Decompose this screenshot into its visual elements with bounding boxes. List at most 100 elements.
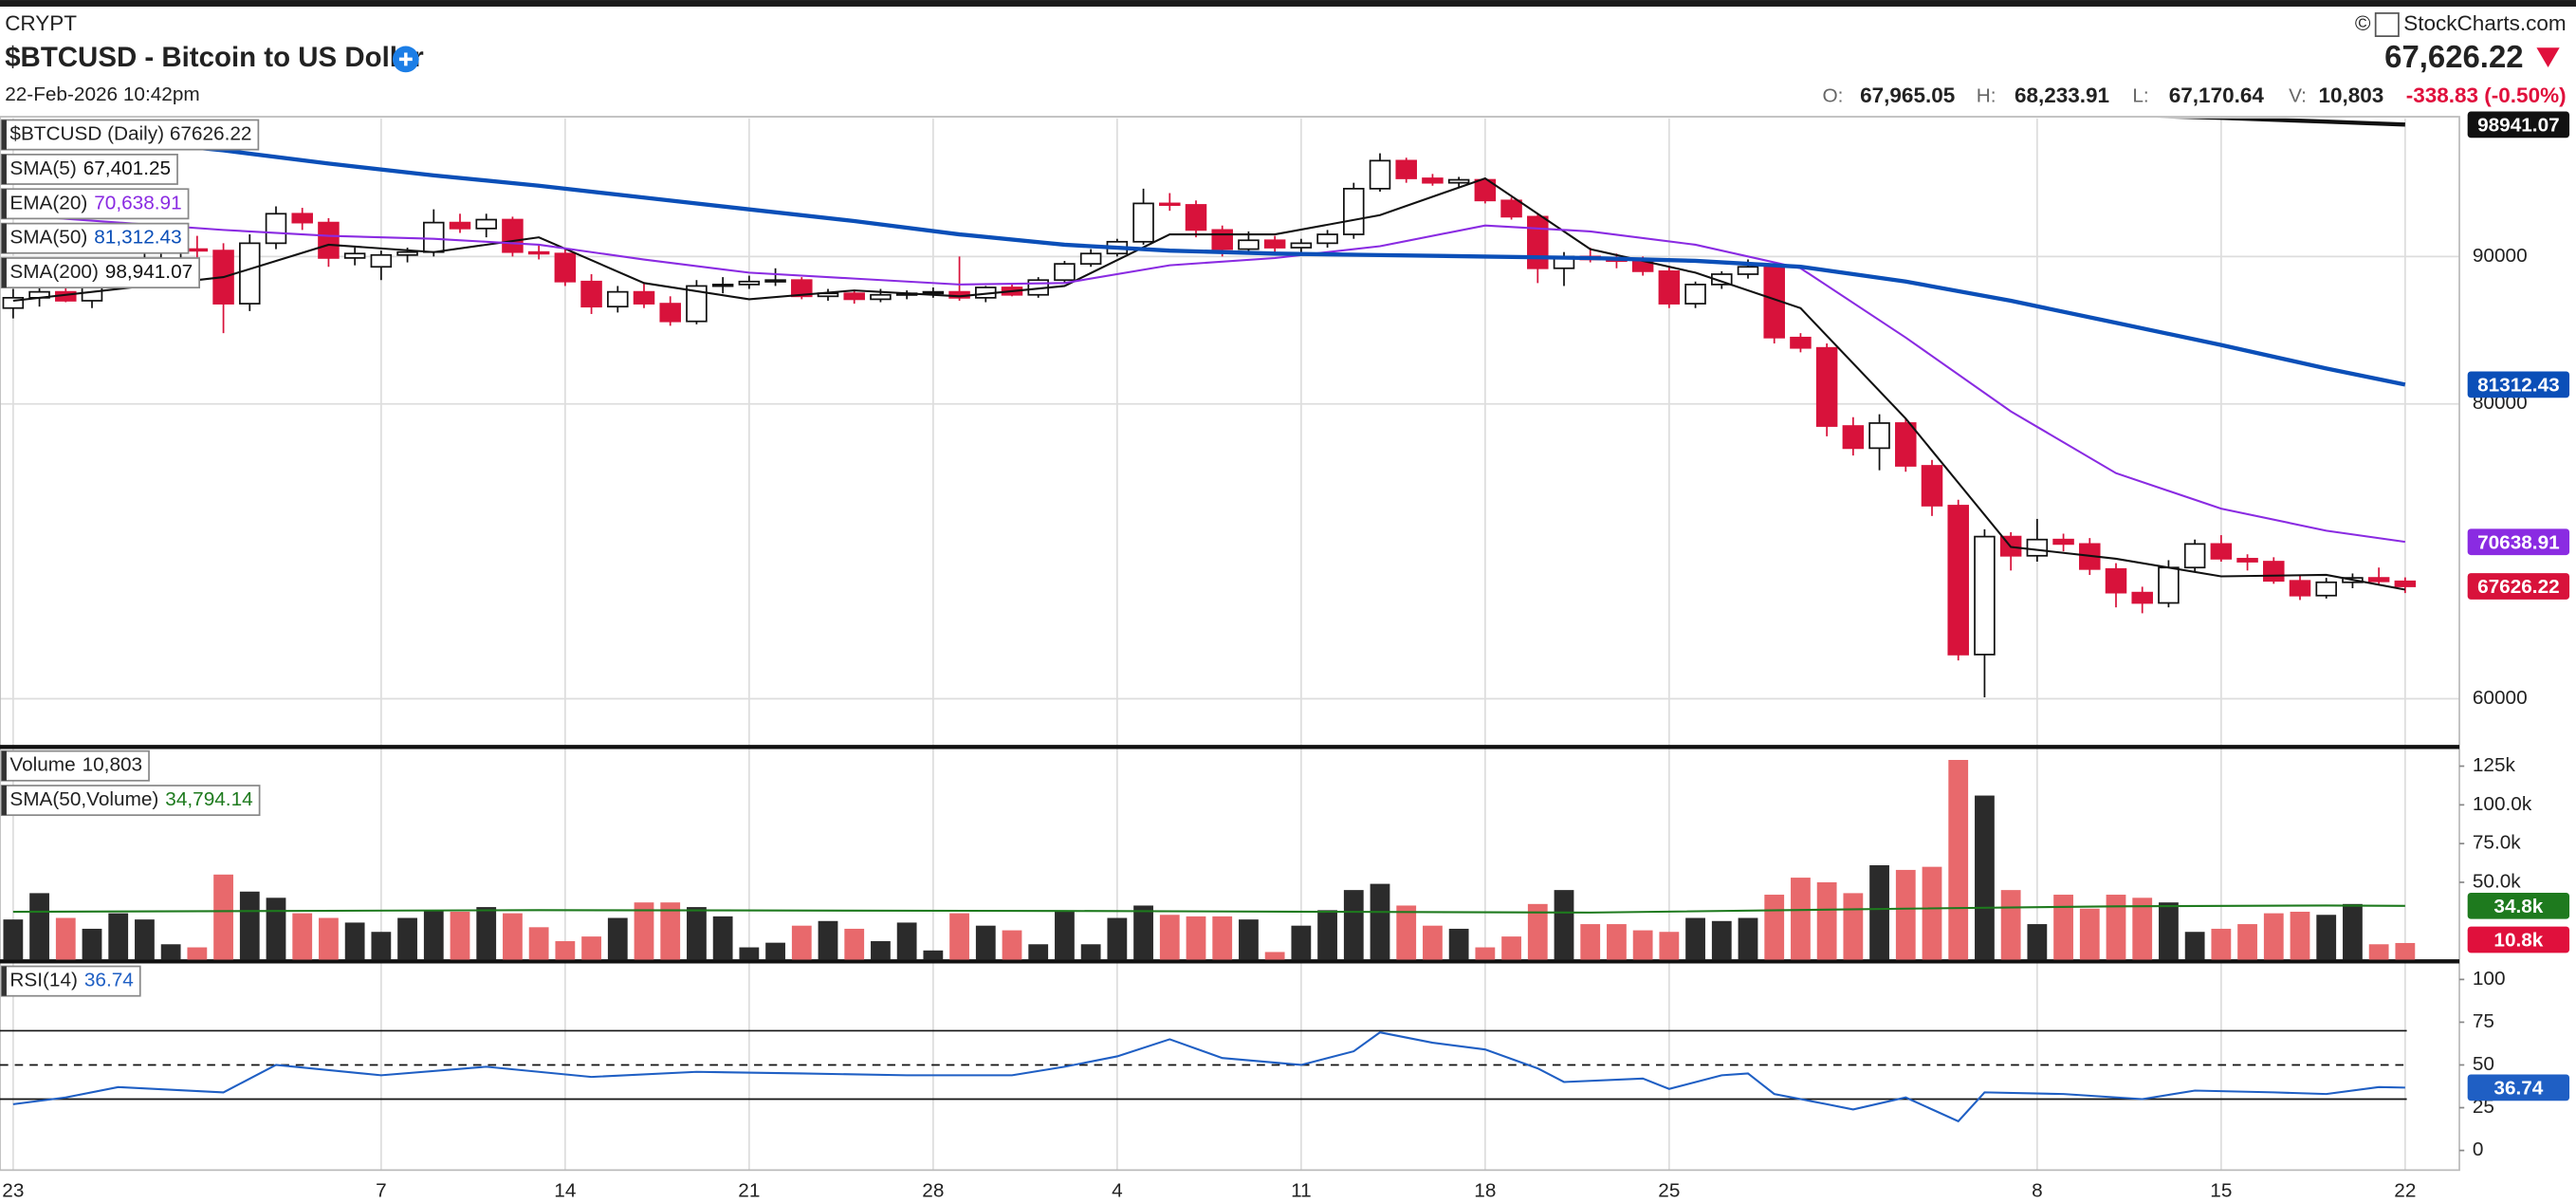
axis-tag-box: [2467, 892, 2570, 919]
panel: $BTCUSD (Daily) 67626.22 SMA(5) 67,401.25 E…: [0, 119, 260, 289]
candle-body: [1658, 270, 1681, 305]
candle-body: [318, 221, 340, 259]
open-label: O:: [1823, 85, 1844, 107]
volume-bar: [2132, 898, 2153, 960]
open-value: 67,965.05: [1860, 83, 1955, 107]
indicator-line: [12, 129, 2406, 387]
volume-bar: [2027, 924, 2048, 960]
candle-body: [686, 285, 708, 323]
volume-bar: [371, 932, 392, 960]
volume-bar: [239, 891, 260, 960]
volume-bar: [160, 944, 181, 960]
candle-body: [2315, 581, 2337, 597]
candle-body: [186, 248, 209, 252]
indicator-line: [12, 176, 2406, 591]
volume-bar: [1343, 890, 1364, 960]
y-tick-label: 100: [2473, 968, 2506, 990]
legend-value: 98,941.07: [105, 261, 193, 283]
brand[interactable]: StockCharts.com: [2403, 11, 2566, 35]
candle-body: [1947, 505, 1969, 656]
volume-bar: [2395, 942, 2416, 960]
legend-swatch: [1, 966, 7, 996]
volume-bar: [871, 941, 891, 960]
volume-bar: [923, 950, 944, 960]
candle-body: [1422, 177, 1444, 184]
volume-bar: [2343, 903, 2363, 960]
legend-value: 70,638.91: [94, 192, 181, 213]
volume-bar: [687, 907, 707, 960]
low-value: 67,170.64: [2169, 83, 2265, 107]
candle-body: [2158, 566, 2180, 604]
y-tick-label: 75: [2473, 1010, 2494, 1032]
candle-body: [2026, 538, 2049, 557]
y-tick-label: 60000: [2473, 687, 2528, 709]
x-tick-label: 21: [738, 1179, 760, 1201]
volume-bar: [607, 917, 628, 960]
x-tick-label: 18: [1474, 1179, 1496, 1201]
volume-bar: [765, 942, 785, 960]
candle-body: [1684, 284, 1706, 305]
legend-box: [0, 965, 141, 997]
volume-bar: [896, 922, 917, 960]
volume-bar: [1527, 903, 1548, 960]
panel: Volume 10,803 SMA(50,Volume) 34,794.14: [0, 750, 261, 817]
volume-bar: [2184, 932, 2205, 960]
volume-bar: [213, 874, 233, 960]
candle-body: [1343, 188, 1365, 235]
legend-name: EMA(20): [9, 192, 87, 213]
x-tick-label: 23: [2, 1179, 24, 1201]
legend-box: [0, 257, 200, 289]
title: $BTCUSD - Bitcoin to US Dollar: [5, 42, 424, 73]
volume-sma-line: [12, 904, 2405, 914]
x-tick-label: 15: [2210, 1179, 2232, 1201]
volume-bar: [2211, 928, 2232, 960]
axis-tag: 10.8k: [2493, 930, 2543, 952]
volume-bar: [1186, 916, 1206, 960]
legend-value: 36.74: [84, 970, 134, 991]
volume-bar: [1738, 917, 1758, 960]
volume-bar: [1869, 865, 1889, 960]
candle-body: [607, 290, 629, 308]
candle-body: [475, 218, 497, 230]
y-tick-label: 75.0k: [2473, 832, 2521, 854]
volume-bar: [1711, 920, 1732, 960]
volume-bar: [2053, 895, 2073, 960]
candle-body: [2236, 558, 2258, 563]
axis-tag: 81312.43: [2477, 375, 2560, 397]
y-tick-label: 125k: [2473, 754, 2516, 776]
candle-body: [580, 280, 602, 308]
candle-body: [2263, 561, 2285, 583]
exchange: CRYPT: [5, 11, 77, 35]
candle-body: [1238, 239, 1260, 250]
legend-price: $BTCUSD (Daily) 67626.22: [9, 123, 251, 145]
volume-bar: [1080, 944, 1101, 960]
volume-bar: [55, 917, 76, 960]
rsi-line: [12, 1031, 2405, 1123]
volume-bar: [2159, 902, 2179, 960]
candle-body: [2105, 567, 2127, 594]
volume-bar: [1554, 890, 1574, 960]
candle-body: [1974, 535, 1996, 656]
volume-bar: [555, 941, 576, 960]
legend-value: 34,794.14: [165, 788, 252, 810]
candle-body: [502, 218, 524, 253]
x-tick-label: 7: [376, 1179, 387, 1201]
volume-bar: [3, 919, 24, 960]
candle-body: [1527, 215, 1549, 269]
top-bar: [0, 0, 2576, 7]
candle-body: [922, 290, 945, 295]
candle-body: [1790, 336, 1812, 349]
candle-body: [396, 250, 418, 256]
x-tick-label: 11: [1291, 1179, 1312, 1201]
candle-body: [738, 280, 761, 286]
volume-bar: [1922, 866, 1942, 960]
x-tick-label: 22: [2394, 1179, 2416, 1201]
volume-bar: [581, 936, 601, 960]
candle-body: [2183, 543, 2206, 569]
volume-bar: [1055, 911, 1075, 960]
volume-bar: [344, 922, 365, 960]
candle-body: [791, 279, 813, 298]
volume-bar: [1107, 917, 1128, 960]
legend-value: 81,312.43: [94, 227, 181, 249]
